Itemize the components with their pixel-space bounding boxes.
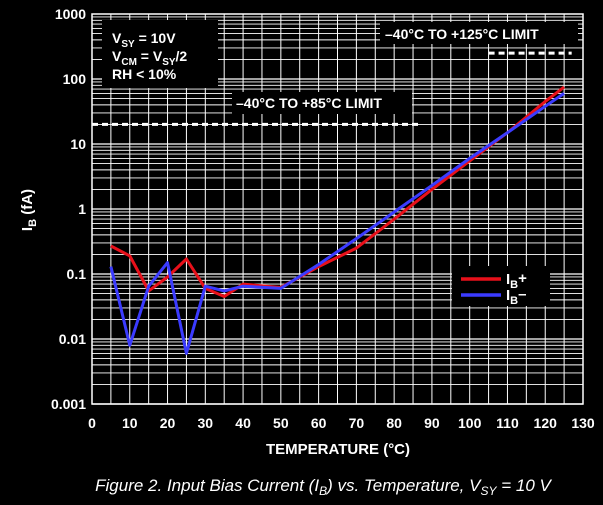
limit-label-125-background: [380, 22, 578, 44]
x-tick-label: 20: [160, 415, 176, 431]
legend-label-ib-minus: IB–: [506, 286, 526, 307]
x-tick-label: 40: [235, 415, 251, 431]
x-tick-label: 50: [273, 415, 289, 431]
y-tick-label: 1000: [55, 6, 86, 22]
condition-vcm: VCM = VSY/2: [112, 48, 187, 68]
y-axis-title: IB (fA): [19, 189, 39, 231]
condition-vsy: VSY = 10V: [112, 30, 176, 50]
y-tick-labels: 1000 100 10 1 0.1 0.01 0.001: [51, 6, 86, 412]
legend-background: [452, 266, 550, 306]
limit-label-85: –40°C TO +85°C LIMIT: [232, 92, 412, 114]
plot-border: [91, 13, 584, 405]
limit-label-125: –40°C TO +125°C LIMIT: [380, 22, 578, 44]
condition-rh: RH < 10%: [112, 66, 177, 82]
x-tick-label: 30: [198, 415, 214, 431]
y-tick-label: 1: [78, 201, 86, 217]
legend: IB+ IB–: [452, 266, 550, 307]
x-tick-label: 120: [534, 415, 558, 431]
conditions-box: VSY = 10V VCM = VSY/2 RH < 10%: [102, 20, 218, 88]
x-tick-label: 90: [424, 415, 440, 431]
x-tick-label: 130: [571, 415, 595, 431]
figure-caption: Figure 2. Input Bias Current (IB) vs. Te…: [95, 476, 552, 498]
y-tick-label: 100: [63, 71, 87, 87]
y-tick-label: 0.1: [67, 266, 87, 282]
y-tick-label: 0.01: [59, 331, 86, 347]
x-tick-label: 110: [496, 415, 519, 431]
limit-lines: [92, 51, 572, 126]
x-tick-label: 100: [458, 415, 482, 431]
series-ib-minus-line: [109, 92, 565, 355]
limit-label-85-text: –40°C TO +85°C LIMIT: [236, 95, 382, 111]
x-tick-label: 70: [349, 415, 365, 431]
legend-label-ib-plus: IB+: [506, 270, 527, 291]
y-tick-label: 0.001: [51, 396, 86, 412]
limit-label-85-background: [232, 92, 412, 114]
y-tick-label: 10: [70, 136, 86, 152]
x-tick-label: 60: [311, 415, 327, 431]
conditions-background: [102, 20, 218, 88]
series-lines: [109, 85, 566, 355]
x-axis-title: TEMPERATURE (°C): [266, 441, 410, 458]
x-tick-label: 0: [88, 415, 96, 431]
x-tick-labels: 0 10 20 30 40 50 60 70 80 90 100 110 120 130: [88, 415, 595, 431]
x-tick-label: 80: [386, 415, 402, 431]
x-tick-label: 10: [122, 415, 138, 431]
limit-label-125-text: –40°C TO +125°C LIMIT: [385, 26, 539, 42]
plot-frame: [91, 13, 584, 405]
